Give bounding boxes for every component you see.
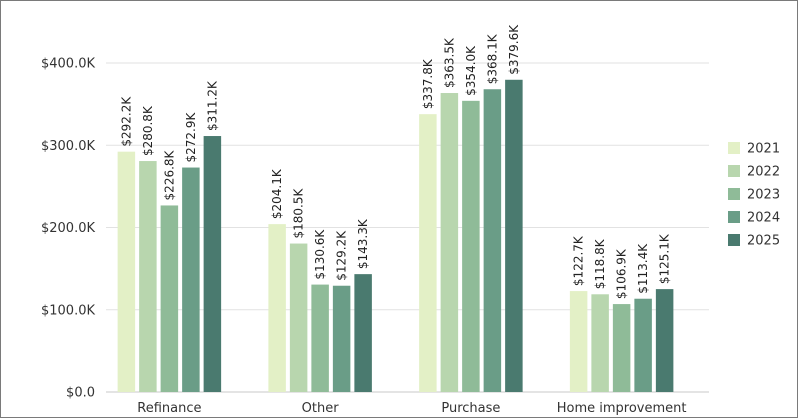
data-label: $292.2K [119, 96, 133, 147]
data-label: $280.8K [141, 105, 155, 156]
legend-label: 2025 [747, 234, 780, 249]
data-label: $130.6K [313, 229, 327, 280]
x-tick-label: Home improvement [557, 401, 687, 416]
bar [332, 285, 351, 392]
bar [591, 294, 609, 392]
data-label: $363.5K [442, 37, 456, 88]
legend-label: 2023 [747, 188, 780, 203]
bar [612, 304, 631, 392]
legend-swatch [728, 188, 740, 200]
legend-swatch [728, 211, 740, 223]
data-labels: $292.2K $280.8K $226.8K $272.9K $311.2K $204.… [119, 24, 671, 299]
data-label: $379.6K [507, 24, 521, 75]
data-label: $143.3K [356, 218, 370, 269]
legend-label: 2024 [747, 211, 780, 226]
y-tick-label: $200.0K [41, 221, 95, 236]
bar [505, 79, 523, 393]
data-label: $122.7K [572, 235, 586, 286]
y-axis-ticks: $0.0 $100.0K $200.0K $300.0K $400.0K [41, 57, 95, 401]
bar [483, 89, 502, 393]
bar [569, 291, 588, 392]
data-label: $118.8K [593, 238, 607, 289]
data-label: $368.1K [485, 33, 499, 84]
x-tick-label: Refinance [137, 401, 201, 416]
legend-label: 2021 [747, 142, 780, 157]
bar [440, 93, 459, 393]
data-label: $204.1K [270, 168, 284, 219]
bar [354, 274, 372, 392]
bars [117, 79, 674, 393]
bar [117, 151, 136, 392]
bar [268, 224, 286, 392]
data-label: $113.4K [636, 243, 650, 294]
bar [139, 161, 157, 392]
x-axis-ticks: Refinance Other Purchase Home improvement [137, 401, 686, 416]
data-label: $354.0K [464, 45, 478, 96]
legend-swatch [728, 142, 740, 154]
bar [182, 167, 200, 392]
x-tick-label: Other [302, 401, 340, 416]
data-label: $106.9K [615, 248, 629, 299]
legend: 2021 2022 2023 2024 2025 [728, 142, 780, 249]
data-label: $129.2K [335, 230, 349, 281]
bar [289, 243, 308, 392]
data-label: $125.1K [658, 233, 672, 284]
bar [160, 205, 179, 392]
x-tick-label: Purchase [441, 401, 500, 416]
data-label: $337.8K [421, 58, 435, 109]
bar [311, 284, 329, 392]
bar [634, 298, 652, 392]
bar [462, 100, 480, 393]
legend-label: 2022 [747, 165, 780, 180]
data-label: $311.2K [205, 80, 219, 131]
y-tick-label: $300.0K [41, 139, 95, 154]
data-label: $226.8K [162, 149, 176, 200]
legend-swatch [728, 165, 740, 177]
bar [655, 289, 674, 392]
legend-swatch [728, 234, 740, 246]
data-label: $272.9K [184, 112, 198, 163]
data-label: $180.5K [292, 188, 306, 239]
y-tick-label: $400.0K [41, 57, 95, 72]
y-tick-label: $0.0 [66, 386, 95, 401]
y-tick-label: $100.0K [41, 303, 95, 318]
bar [419, 114, 437, 393]
bar [203, 136, 222, 392]
